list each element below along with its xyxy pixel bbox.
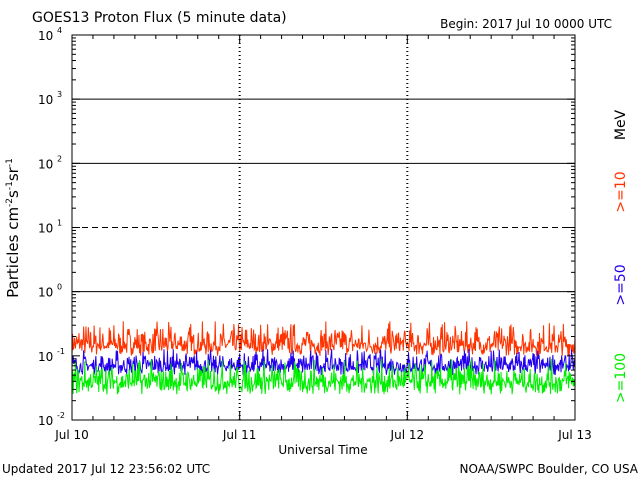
y-tick-label: 10: [38, 29, 53, 43]
series-line: [71, 321, 576, 356]
legend-entry: >=100: [613, 353, 629, 403]
x-tick-label: Jul 13: [557, 428, 592, 442]
y-axis-label-part: -1: [5, 181, 15, 190]
axis-layer: 10 -2 10 -1 10 0 10 1 10 2 10 3 10 4 Jul 10 Jul 11 Jul 1…: [38, 26, 592, 442]
x-tick-label: Jul 10: [54, 428, 89, 442]
y-axis-label-part: s: [4, 190, 22, 198]
plot-area: 10 -2 10 -1 10 0 10 1 10 2 10 3 10 4 Jul 10 Jul 11 Jul 1…: [38, 26, 592, 442]
y-tick-label: 10: [38, 93, 53, 107]
grid-layer: [72, 35, 575, 420]
y-tick-exponent: 4: [57, 26, 62, 35]
y-tick-label: 10: [38, 414, 53, 428]
y-tick-label: 10: [38, 286, 53, 300]
x-axis-label: Universal Time: [278, 443, 367, 457]
y-axis-label-part: sr: [4, 166, 22, 181]
series-layer: [71, 321, 576, 395]
y-axis-label-part: -1: [5, 158, 15, 167]
chart-title: GOES13 Proton Flux (5 minute data): [32, 10, 287, 26]
y-tick-label: 10: [38, 222, 53, 236]
y-tick-label: 10: [38, 350, 53, 364]
legend: MeV >=10 >=50 >=100: [613, 109, 629, 403]
series-line: [71, 358, 576, 395]
y-axis-label-part: Particles cm: [4, 207, 22, 298]
y-tick-exponent: -2: [57, 411, 65, 420]
y-axis-label: Particles cm-2s-1sr-1: [4, 158, 22, 298]
y-tick-exponent: 0: [57, 283, 62, 292]
credit: NOAA/SWPC Boulder, CO USA: [460, 462, 639, 476]
legend-entry: >=10: [613, 171, 629, 212]
updated-time: Updated 2017 Jul 12 23:56:02 UTC: [2, 462, 210, 476]
legend-unit: MeV: [613, 109, 629, 140]
y-axis-label-part: -2: [5, 198, 15, 207]
legend-entry: >=50: [613, 264, 629, 305]
y-tick-exponent: 3: [57, 90, 62, 99]
y-tick-label: 10: [38, 157, 53, 171]
y-tick-exponent: -1: [57, 347, 65, 356]
y-tick-exponent: 2: [57, 154, 62, 163]
x-tick-label: Jul 12: [390, 428, 425, 442]
series-line: [71, 348, 576, 376]
begin-time: Begin: 2017 Jul 10 0000 UTC: [440, 17, 612, 31]
y-tick-exponent: 1: [57, 219, 62, 228]
x-tick-label: Jul 11: [222, 428, 257, 442]
